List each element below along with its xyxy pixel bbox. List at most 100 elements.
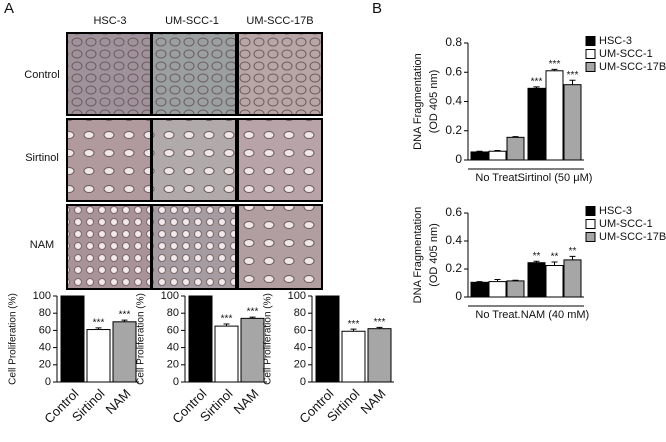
y-tick-label: 100	[33, 290, 51, 302]
bar	[545, 70, 564, 161]
error-bar	[476, 281, 483, 283]
significance-label: ***	[93, 317, 105, 328]
bar	[341, 330, 366, 383]
bar	[188, 295, 213, 383]
error-bar	[223, 323, 230, 327]
x-tick-label: NAM	[103, 386, 134, 417]
significance-label: ***	[549, 59, 561, 70]
bar	[60, 295, 85, 383]
bar	[315, 295, 340, 383]
significance-label: ***	[374, 317, 386, 328]
y-tick-label: 0	[173, 376, 179, 388]
panel-label: B	[372, 0, 382, 17]
legend-swatch	[585, 219, 596, 229]
micrograph-texture	[66, 32, 152, 116]
y-tick-label: 0.4	[445, 233, 462, 247]
error-bar	[121, 319, 128, 322]
x-tick-label: Sirtinol (50 μM)	[518, 172, 593, 184]
y-tick-label: 80	[167, 307, 179, 319]
significance-label: **	[551, 252, 559, 263]
legend-label: HSC-3	[599, 205, 632, 217]
bar	[214, 325, 239, 383]
y-axis-label: (OD 405 nm)	[428, 70, 440, 134]
y-tick-label: 0	[45, 376, 51, 388]
column-label: UM-SCC-17B	[246, 15, 313, 27]
x-tick-label: NAM	[231, 386, 262, 417]
significance-label: ***	[348, 319, 360, 330]
bar	[488, 281, 507, 298]
micrograph-texture	[151, 118, 237, 202]
legend-label: UM-SCC-1	[599, 218, 653, 230]
legend-label: UM-SCC-17B	[599, 61, 666, 73]
micrograph-texture	[66, 118, 152, 202]
y-tick-label: 60	[294, 324, 306, 336]
legend-swatch	[585, 62, 596, 72]
bar	[545, 265, 564, 298]
y-tick-label: 20	[167, 359, 179, 371]
row-label: NAM	[30, 239, 54, 251]
error-bar	[249, 316, 256, 319]
bar	[470, 281, 489, 298]
y-tick-label: 0.6	[445, 205, 462, 219]
y-axis-label: Cell Proliferation (%)	[263, 293, 274, 385]
y-tick-label: 0.8	[445, 35, 462, 49]
error-bar	[533, 86, 540, 89]
x-tick-label: No Treat.	[475, 172, 520, 184]
legend-swatch	[585, 232, 596, 242]
error-bar	[569, 79, 576, 85]
column-label: HSC-3	[93, 15, 126, 27]
legend-label: UM-SCC-17B	[599, 231, 666, 243]
significance-label: ***	[247, 307, 259, 318]
legend-swatch	[585, 206, 596, 216]
bar	[488, 150, 507, 161]
y-tick-label: 100	[161, 290, 179, 302]
micrograph-texture	[237, 118, 323, 202]
y-tick-label: 80	[39, 307, 51, 319]
y-tick-label: 80	[294, 307, 306, 319]
y-tick-label: 40	[39, 342, 51, 354]
y-tick-label: 0.6	[445, 64, 462, 78]
y-tick-label: 0	[455, 152, 462, 166]
error-bar	[512, 136, 519, 138]
bar	[470, 151, 489, 161]
error-bar	[376, 326, 383, 329]
y-tick-label: 40	[167, 342, 179, 354]
row-label: Sirtinol	[25, 152, 59, 164]
bar	[527, 262, 546, 298]
legend-label: HSC-3	[599, 35, 632, 47]
y-axis-label: DNA Fragmentation	[412, 207, 424, 304]
y-tick-label: 0.4	[445, 94, 462, 108]
bar	[527, 87, 546, 161]
y-tick-label: 20	[39, 359, 51, 371]
error-bar	[551, 68, 558, 71]
row-label: Control	[24, 69, 59, 81]
y-axis-label: DNA Fragmentation	[412, 53, 424, 150]
legend-label: UM-SCC-1	[599, 48, 653, 60]
y-axis-label: (OD 405 nm)	[428, 223, 440, 287]
y-tick-label: 60	[39, 324, 51, 336]
y-tick-label: 20	[294, 359, 306, 371]
significance-label: **	[569, 246, 577, 257]
error-bar	[494, 279, 501, 282]
significance-label: ***	[119, 310, 131, 321]
bar	[506, 280, 525, 298]
legend-swatch	[585, 36, 596, 46]
bar	[240, 317, 265, 383]
x-tick-label: No Treat.	[475, 309, 520, 321]
micrograph-texture	[151, 32, 237, 116]
y-tick-label: 60	[167, 324, 179, 336]
y-tick-label: 0	[300, 376, 306, 388]
column-label: UM-SCC-1	[165, 15, 219, 27]
panel-label: A	[4, 0, 14, 17]
micrograph-texture	[237, 204, 323, 290]
y-tick-label: 40	[294, 342, 306, 354]
bar	[367, 328, 392, 383]
significance-label: ***	[221, 314, 233, 325]
error-bar	[512, 279, 519, 281]
bar	[506, 136, 525, 161]
x-tick-label: NAM (40 mM)	[521, 309, 589, 321]
bar	[563, 84, 582, 161]
y-axis-label: Cell Proliferation (%)	[136, 293, 147, 385]
error-bar	[350, 328, 357, 332]
